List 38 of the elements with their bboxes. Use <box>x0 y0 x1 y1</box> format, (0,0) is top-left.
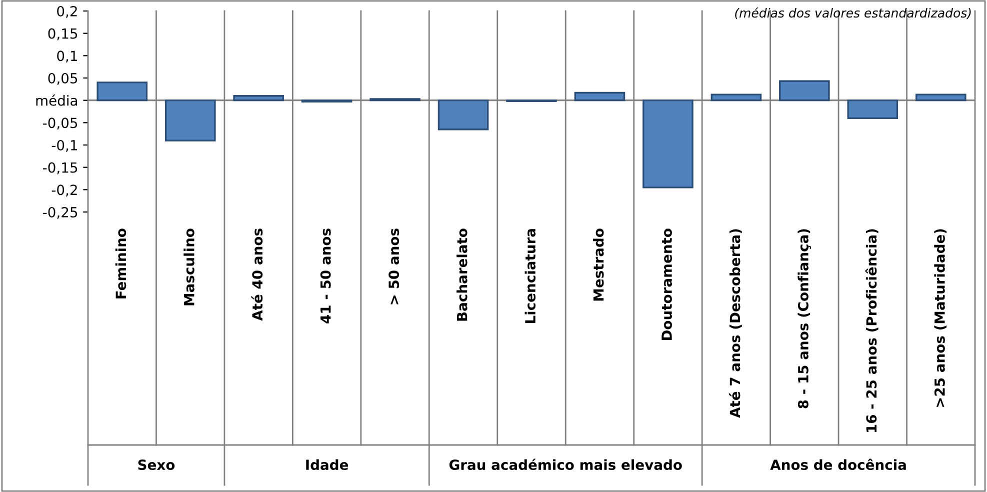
text: Anos de docência <box>770 458 906 470</box>
x-tick-label: Feminino <box>115 228 126 298</box>
bar <box>96 82 148 102</box>
text: Idade <box>306 459 348 470</box>
x-tick-label: Até 7 anos (Descoberta) <box>728 229 742 418</box>
y-tick-label: 0,2 <box>57 6 77 18</box>
x-tick-label: Doutoramento <box>662 228 672 340</box>
bar <box>779 80 830 102</box>
x-tick-label: Mestrado <box>593 228 604 301</box>
bar <box>915 94 966 102</box>
x-tick-label: Até 40 anos <box>251 228 263 321</box>
x-tick-label: Masculino <box>184 228 194 306</box>
y-tick-label: 0,15 <box>48 28 78 40</box>
y-tick-label: -0,15 <box>43 162 78 174</box>
text: Sexo <box>138 460 175 470</box>
bar <box>847 100 898 120</box>
text: Grau académico mais elevado <box>449 458 682 470</box>
y-tick-label: -0,2 <box>52 184 77 197</box>
bar <box>164 100 216 142</box>
x-tick-label: >25 anos (Maturidade) <box>934 229 947 407</box>
x-tick-label: Bacharelato <box>456 228 468 321</box>
y-tick-label: 0,05 <box>48 72 78 85</box>
annotation: (médias dos valores estandardizados) <box>735 7 971 20</box>
y-tick-label: -0,1 <box>52 140 77 152</box>
y-tick-label: 0,1 <box>57 50 77 63</box>
x-tick-label: Licenciatura <box>524 229 536 323</box>
bar <box>574 92 626 102</box>
bar <box>710 94 762 102</box>
bar <box>438 100 489 130</box>
x-tick-label: 41 - 50 anos <box>320 228 331 324</box>
y-tick-label: -0,25 <box>43 206 78 219</box>
y-tick-label: média <box>36 94 78 106</box>
bar <box>233 95 284 102</box>
x-tick-label: > 50 anos <box>388 228 400 304</box>
x-tick-label: 16 - 25 anos (Proficiência) <box>865 229 878 432</box>
y-tick-label: -0,05 <box>43 118 78 130</box>
bar <box>642 100 694 188</box>
x-tick-label: 8 - 15 anos (Confiança) <box>798 229 811 408</box>
